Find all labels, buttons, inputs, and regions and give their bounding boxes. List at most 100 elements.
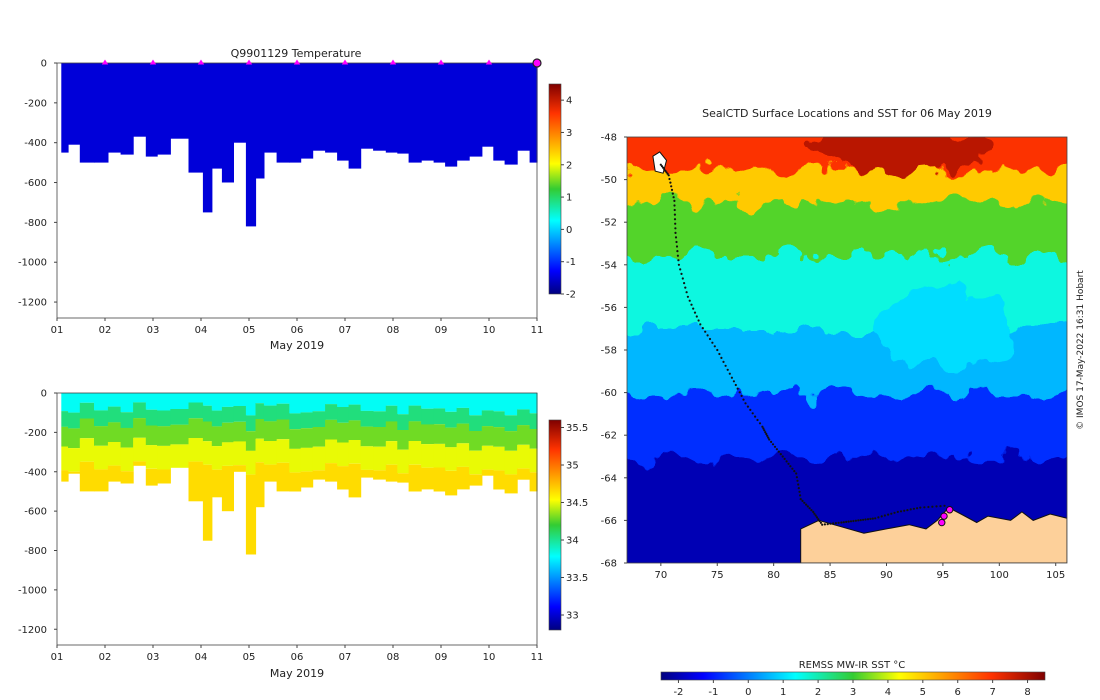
profile-column	[255, 393, 265, 404]
profile-column	[348, 463, 362, 498]
temperature-colorbar	[548, 83, 562, 295]
profile-column	[276, 419, 290, 440]
profile-column	[421, 467, 435, 490]
track-point	[849, 520, 853, 523]
track-point	[668, 177, 671, 181]
x-tick-label: 04	[195, 652, 208, 663]
temperature-y-ticks: 0 -200 -400 -600 -800 -1000 -1200	[18, 59, 57, 309]
x-tick-label: 08	[387, 652, 400, 663]
profile-column	[289, 413, 302, 430]
x-tick-label: 11	[531, 325, 544, 336]
profile-column	[385, 464, 398, 482]
profile-column	[157, 445, 171, 470]
latitude-tick-label: -50	[601, 175, 617, 186]
track-point	[670, 185, 673, 188]
track-point	[819, 521, 823, 524]
map-colorbar-tick-label: 6	[955, 687, 961, 698]
track-point	[912, 507, 916, 510]
map-colorbar-tick-label: -1	[708, 687, 718, 698]
profile-column	[94, 63, 109, 163]
profile-column	[233, 393, 247, 406]
track-point	[736, 387, 739, 390]
track-point	[676, 254, 680, 257]
map-colorbar-tick-label: 5	[920, 687, 926, 698]
profile-column	[79, 402, 95, 419]
track-point	[704, 330, 707, 333]
track-point	[869, 517, 872, 521]
profile-column	[325, 63, 338, 153]
profile-column	[456, 407, 470, 424]
profile-column	[255, 438, 265, 463]
profile-column	[61, 393, 69, 412]
profile-marker	[485, 59, 493, 65]
profile-column	[517, 425, 531, 445]
profile-column	[107, 63, 122, 153]
temperature-profiles	[61, 63, 538, 227]
latitude-tick-label: -54	[601, 260, 617, 271]
profile-column	[312, 393, 326, 412]
track-point	[789, 465, 792, 468]
temperature-colorbar-ticks: 4 3 2 1 0 -1 -2	[561, 96, 576, 301]
profile-column	[202, 405, 213, 422]
profile-column	[433, 424, 446, 444]
profile-column	[481, 393, 494, 411]
profile-column	[233, 465, 247, 472]
profile-column	[61, 426, 69, 447]
track-point	[899, 510, 903, 513]
profile-column	[255, 419, 265, 439]
x-tick-label: 03	[147, 652, 160, 663]
track-point	[670, 188, 674, 191]
profile-column	[245, 474, 257, 555]
track-point	[674, 222, 677, 225]
profile-column	[188, 393, 204, 403]
y-tick-label: -200	[24, 428, 47, 439]
profile-column	[445, 427, 458, 448]
profile-column	[263, 441, 278, 465]
track-point	[677, 263, 681, 266]
colorbar-tick-label: 3	[566, 128, 572, 139]
track-point	[674, 231, 677, 234]
profile-column	[133, 418, 147, 438]
x-tick-label: 09	[435, 652, 448, 663]
profile-column	[68, 412, 81, 429]
track-point	[765, 432, 768, 436]
profile-column	[433, 63, 446, 163]
track-point	[871, 517, 874, 520]
profile-column	[529, 63, 538, 163]
profile-column	[79, 63, 95, 163]
profile-column	[421, 424, 435, 445]
salinity-panel: 0 -200 -400 -600 -800 -1000 -1200 01 02 03 04 05 06…	[18, 389, 588, 681]
profile-column	[157, 63, 171, 155]
track-point	[706, 334, 709, 337]
y-tick-label: -1200	[18, 298, 47, 309]
track-point	[690, 303, 693, 306]
profile-column	[373, 427, 387, 447]
profile-column	[61, 470, 69, 482]
track-point	[801, 499, 804, 502]
profile-column	[202, 441, 213, 465]
longitude-tick-label: 100	[990, 570, 1009, 581]
profile-column	[469, 450, 483, 475]
profile-column	[408, 393, 422, 406]
track-point	[659, 163, 662, 166]
track-point	[673, 204, 676, 207]
profile-column	[433, 443, 446, 468]
profile-column	[245, 415, 257, 432]
track-point	[681, 277, 684, 280]
track-point	[935, 505, 938, 508]
track-point	[674, 236, 678, 239]
profile-column	[263, 421, 278, 441]
profile-column	[456, 63, 470, 161]
map-colorbar	[660, 671, 1046, 681]
x-tick-label: 10	[483, 325, 496, 336]
profile-column	[120, 447, 134, 472]
track-point	[740, 394, 743, 397]
colorbar-tick-label: 35.5	[566, 423, 588, 434]
track-point	[763, 429, 766, 432]
profile-column	[188, 63, 204, 173]
profile-column	[79, 461, 95, 492]
track-point	[693, 311, 697, 314]
salinity-profiles	[61, 393, 538, 555]
track-point	[880, 515, 883, 518]
